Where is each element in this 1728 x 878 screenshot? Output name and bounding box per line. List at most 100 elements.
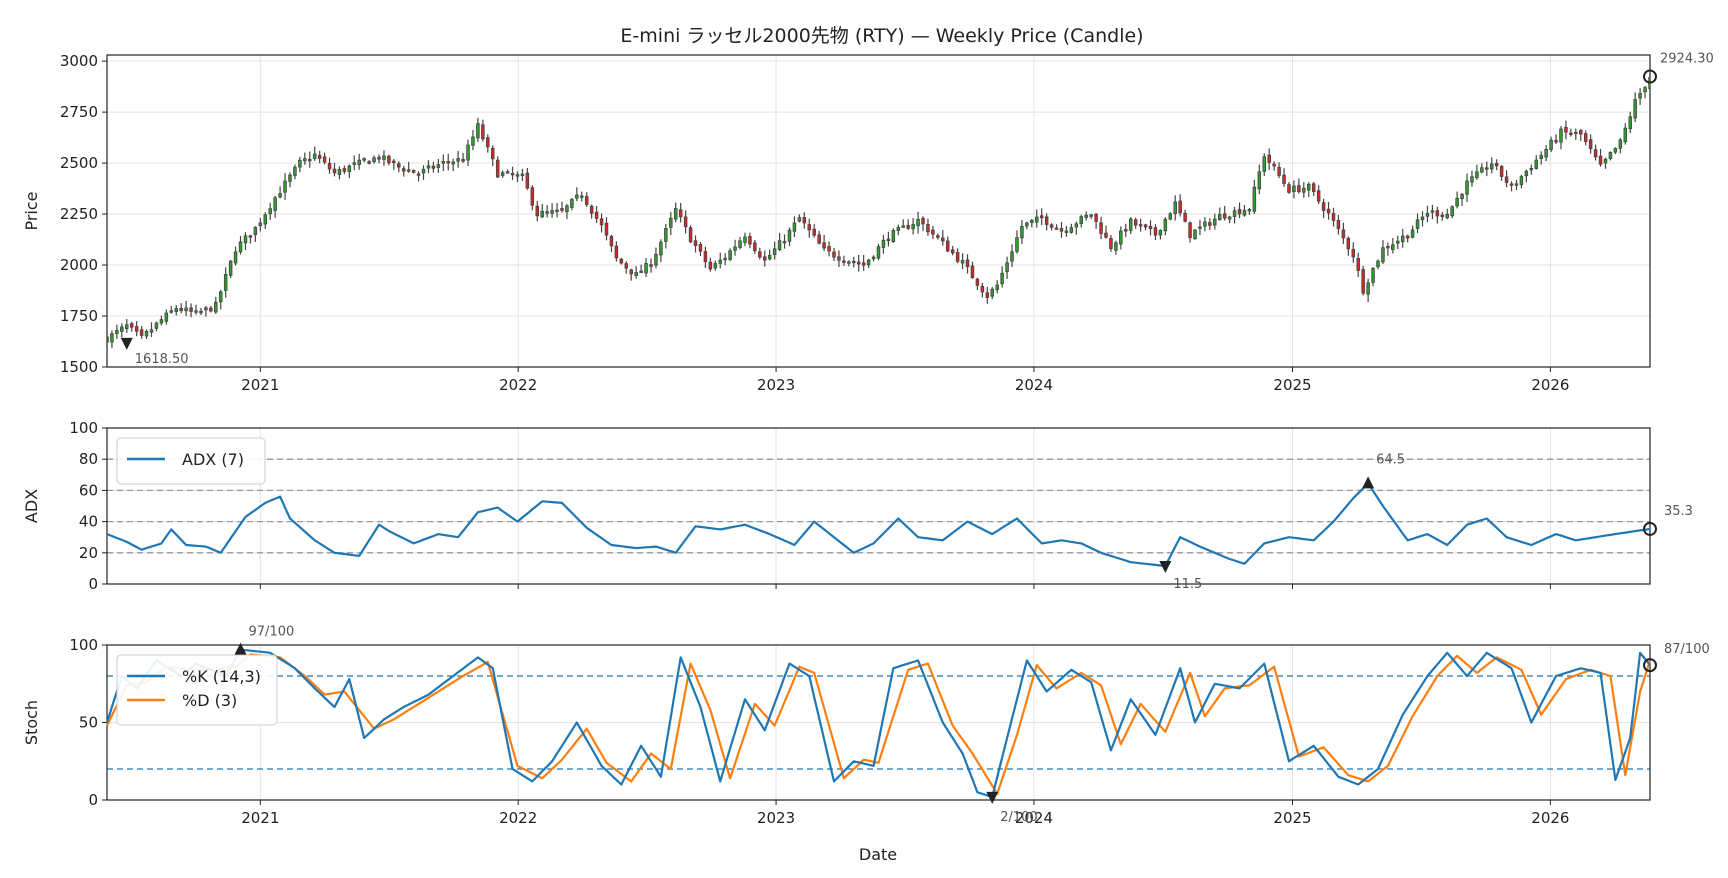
y-tick-label: 0 xyxy=(88,791,98,809)
candle-down xyxy=(1272,163,1276,167)
candle-up xyxy=(1489,163,1494,170)
candle-up xyxy=(1069,227,1074,233)
candle-down xyxy=(941,237,945,242)
candle-down xyxy=(431,165,436,169)
candle-up xyxy=(1114,242,1118,251)
y-tick-label: 40 xyxy=(79,513,98,531)
candle-up xyxy=(570,199,574,208)
panel-price: 1500 1750 2000 2250 2500 2750 3000 2021 2022 2023… xyxy=(22,52,1714,394)
candle-down xyxy=(698,244,703,252)
candle-up xyxy=(1415,219,1420,229)
candle-up xyxy=(1475,171,1479,179)
candle-down xyxy=(753,242,757,252)
candle-down xyxy=(629,269,633,275)
candle-up xyxy=(960,260,965,264)
candle-down xyxy=(955,252,960,262)
candle-down xyxy=(416,173,421,176)
candle-down xyxy=(1124,229,1128,232)
candle-up xyxy=(713,263,718,269)
candle-up xyxy=(174,308,178,312)
candle-up xyxy=(1074,223,1079,228)
candle-down xyxy=(397,163,401,168)
candle-down xyxy=(886,238,891,241)
candle-down xyxy=(802,217,807,224)
candle-down xyxy=(599,218,604,226)
candle-up xyxy=(1015,237,1019,252)
candle-down xyxy=(1499,165,1504,177)
candle-down xyxy=(1579,130,1583,135)
candle-down xyxy=(486,137,490,148)
candle-down xyxy=(842,260,846,263)
candle-up xyxy=(515,174,520,177)
candle-up xyxy=(110,333,114,343)
y-tick-label: 2000 xyxy=(60,256,98,274)
candle-down xyxy=(1440,214,1445,218)
candle-down xyxy=(965,259,970,268)
candle-up xyxy=(733,246,737,251)
candle-up xyxy=(654,253,658,266)
candle-down xyxy=(1133,219,1138,226)
candle-down xyxy=(199,310,203,314)
candle-up xyxy=(1391,244,1395,250)
candle-down xyxy=(926,224,930,233)
candle-up xyxy=(1460,193,1464,200)
candle-up xyxy=(990,288,995,297)
candle-up xyxy=(500,172,505,176)
min-marker xyxy=(1159,561,1172,574)
candle-up xyxy=(337,168,342,175)
max-marker xyxy=(234,642,247,655)
candle-down xyxy=(688,227,693,243)
candle-down xyxy=(1356,257,1360,271)
candle-up xyxy=(896,227,901,231)
annotation-label: 97/100 xyxy=(249,625,295,640)
candle-up xyxy=(767,255,772,260)
annotation-label: 2/100 xyxy=(1000,810,1037,825)
candle-down xyxy=(1143,224,1148,228)
candle-down xyxy=(545,211,549,214)
candle-down xyxy=(1104,232,1108,238)
candle-down xyxy=(209,307,213,312)
candle-up xyxy=(1381,247,1385,263)
candle-down xyxy=(317,154,322,159)
candle-up xyxy=(1623,127,1628,143)
candle-up xyxy=(1084,214,1088,218)
candle-down xyxy=(812,228,816,236)
chart-title: E-mini ラッセル2000先物 (RTY) — Weekly Price (… xyxy=(620,25,1143,47)
candle-down xyxy=(1509,183,1514,186)
candle-down xyxy=(936,235,940,238)
candle-up xyxy=(738,240,742,248)
candle-up xyxy=(1574,131,1578,135)
candle-down xyxy=(1044,216,1049,225)
candle-up xyxy=(1400,235,1405,243)
candle-up xyxy=(580,195,584,198)
candle-up xyxy=(659,241,663,256)
candle-up xyxy=(184,307,188,312)
candle-up xyxy=(456,158,460,162)
y-tick-label: 2250 xyxy=(60,205,98,223)
candle-down xyxy=(1094,213,1098,222)
x-tick-label: 2024 xyxy=(1015,809,1053,827)
candle-down xyxy=(693,240,698,247)
x-axis-label: Date xyxy=(859,845,897,864)
candle-down xyxy=(322,156,327,163)
candle-up xyxy=(421,168,426,174)
candle-up xyxy=(1020,226,1024,239)
candle-up xyxy=(303,158,307,162)
candle-down xyxy=(139,329,144,336)
x-tick-label: 2023 xyxy=(757,376,795,394)
candle-up xyxy=(1119,230,1123,245)
panel-adx: 0 20 40 60 80 100 ADX ADX (7) 64.5 11.5 35.3 xyxy=(22,419,1693,593)
candle-down xyxy=(817,234,821,244)
candle-up xyxy=(1371,268,1375,283)
candle-down xyxy=(678,209,683,218)
y-axis-label: Price xyxy=(22,191,41,230)
candle-up xyxy=(1158,229,1163,236)
candle-down xyxy=(1331,213,1336,221)
candle-up xyxy=(268,208,272,215)
candle-down xyxy=(945,240,950,252)
candle-up xyxy=(194,310,198,313)
candle-down xyxy=(332,168,337,174)
candle-up xyxy=(673,208,678,220)
candle-down xyxy=(832,251,836,258)
